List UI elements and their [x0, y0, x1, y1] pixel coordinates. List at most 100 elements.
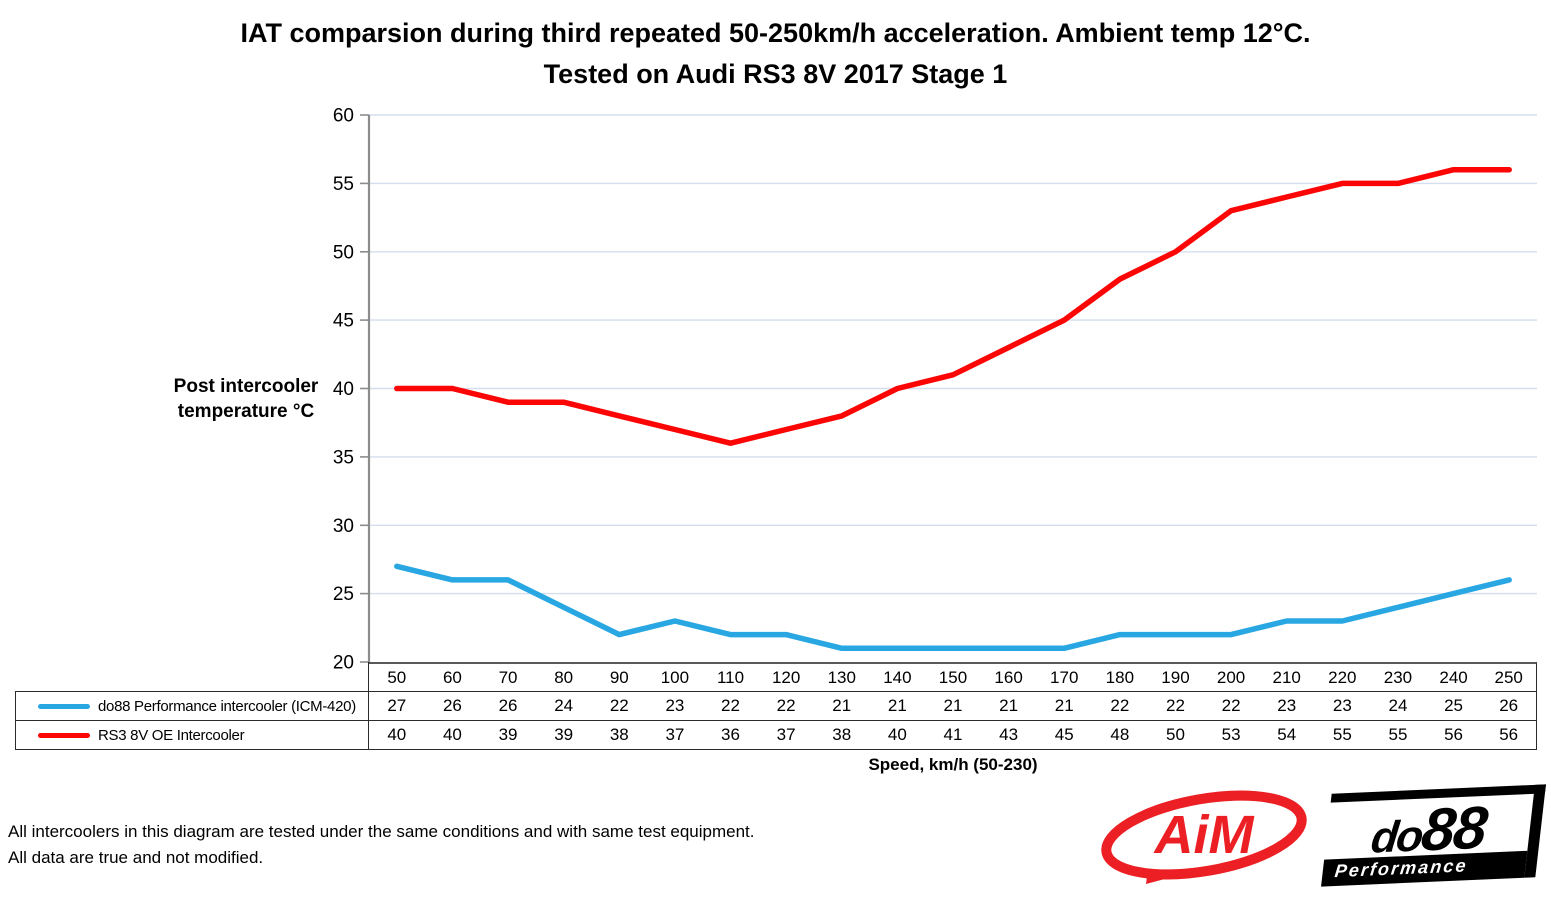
value-cell: 41: [925, 721, 981, 750]
do88-logo: do88 Performance: [1321, 784, 1546, 887]
value-cell: 40: [369, 721, 425, 750]
speed-header-cell-150: 150: [925, 662, 981, 692]
y-tick-label-30: 30: [333, 516, 354, 537]
y-tick-label-45: 45: [333, 311, 354, 332]
value-cell: 45: [1036, 721, 1093, 750]
value-cell: 43: [980, 721, 1037, 750]
value-cell: 23: [1258, 692, 1315, 721]
value-cell: 56: [1481, 721, 1537, 750]
table-series-row-do88: do88 Performance intercooler (ICM-420) 27…: [15, 692, 1537, 721]
aim-logo-ellipse: [1101, 790, 1307, 880]
speed-header-cell-240: 240: [1425, 662, 1482, 692]
value-cell: 53: [1203, 721, 1259, 750]
legend-label-do88: do88 Performance intercooler (ICM-420): [98, 697, 356, 715]
y-tick-label-55: 55: [333, 174, 354, 195]
speed-header-cell-60: 60: [424, 662, 481, 692]
speed-header-cell-230: 230: [1370, 662, 1426, 692]
disclaimer-line1: All intercoolers in this diagram are tes…: [8, 822, 755, 841]
table-corner-cell: [15, 662, 369, 692]
do88-logo-box: do88 Performance: [1321, 784, 1546, 887]
value-cell: 55: [1370, 721, 1426, 750]
value-cell: 23: [647, 692, 703, 721]
chart-title: IAT comparsion during third repeated 50-…: [0, 13, 1551, 95]
table-series-row-oe: RS3 8V OE Intercooler 40 40 39 39 38 37 36 37 38 4…: [15, 721, 1537, 750]
y-axis-title-line2: temperature °C: [177, 401, 315, 422]
speed-header-cell-180: 180: [1092, 662, 1148, 692]
value-cell: 23: [1314, 692, 1371, 721]
y-axis-title-line1: Post intercooler: [173, 376, 319, 397]
speed-header-cell-190: 190: [1147, 662, 1204, 692]
speed-header-cell-220: 220: [1314, 662, 1371, 692]
y-tick-label-60: 60: [333, 106, 354, 127]
legend-cell-do88: do88 Performance intercooler (ICM-420): [15, 692, 369, 721]
series-line-do88: [394, 563, 1512, 652]
value-cell: 22: [591, 692, 648, 721]
speed-header-cell-130: 130: [813, 662, 870, 692]
speed-header-cell-80: 80: [535, 662, 592, 692]
value-cell: 55: [1314, 721, 1371, 750]
speed-header-cell-250: 250: [1481, 662, 1537, 692]
table-header-row: 50 60 70 80 90 100 110 120 130 140 150 160 170 180 190…: [15, 662, 1537, 692]
aim-logo-graphic: AiM: [1101, 790, 1307, 884]
chart-title-line1: IAT comparsion during third repeated 50-…: [240, 18, 1311, 48]
value-cell: 48: [1092, 721, 1148, 750]
speed-header-cell-210: 210: [1258, 662, 1315, 692]
value-cell: 21: [813, 692, 870, 721]
legend-swatch-do88: [38, 703, 90, 709]
data-table: 50 60 70 80 90 100 110 120 130 140 150 160 170 180 190…: [15, 662, 1537, 750]
value-cell: 38: [591, 721, 648, 750]
value-cell: 24: [1370, 692, 1426, 721]
y-axis-title: Post intercooler temperature °C: [158, 374, 334, 424]
speed-header-cell-110: 110: [702, 662, 759, 692]
value-cell: 26: [424, 692, 481, 721]
chart-title-line2: Tested on Audi RS3 8V 2017 Stage 1: [543, 59, 1008, 89]
y-tick-label-40: 40: [333, 379, 354, 400]
value-cell: 37: [758, 721, 814, 750]
legend-cell-oe: RS3 8V OE Intercooler: [15, 721, 369, 750]
value-cell: 27: [369, 692, 425, 721]
aim-logo-text: AiM: [1153, 805, 1255, 865]
y-tick-label-25: 25: [333, 584, 354, 605]
value-cell: 26: [1481, 692, 1537, 721]
speed-header-cell-140: 140: [869, 662, 926, 692]
value-cell: 22: [1203, 692, 1259, 721]
plot-area: 20 25 30 35 40 45 50 55 60: [333, 106, 1537, 674]
value-cell: 26: [480, 692, 536, 721]
value-cell: 22: [1147, 692, 1204, 721]
value-cell: 39: [535, 721, 592, 750]
speed-header-cell-90: 90: [591, 662, 648, 692]
value-cell: 40: [869, 721, 926, 750]
speed-header-cell-100: 100: [647, 662, 703, 692]
disclaimer-line2: All data are true and not modified.: [8, 848, 264, 867]
value-cell: 36: [702, 721, 759, 750]
speed-header-cell-170: 170: [1036, 662, 1093, 692]
value-cell: 21: [1036, 692, 1093, 721]
value-cell: 21: [925, 692, 981, 721]
value-cell: 22: [758, 692, 814, 721]
value-cell: 22: [1092, 692, 1148, 721]
speed-header-cell-50: 50: [369, 662, 425, 692]
speed-header-cell-200: 200: [1203, 662, 1259, 692]
y-tick-label-50: 50: [333, 242, 354, 263]
y-tick-label-20: 20: [333, 653, 354, 674]
value-cell: 50: [1147, 721, 1204, 750]
value-cell: 24: [535, 692, 592, 721]
value-cell: 54: [1258, 721, 1315, 750]
value-cell: 22: [702, 692, 759, 721]
value-cell: 25: [1425, 692, 1482, 721]
x-axis-title: Speed, km/h (50-230): [868, 755, 1038, 774]
disclaimer-text: All intercoolers in this diagram are tes…: [8, 819, 755, 871]
value-cell: 37: [647, 721, 703, 750]
value-cell: 21: [980, 692, 1037, 721]
aim-logo-tail: [1146, 869, 1176, 884]
speed-header-cell-70: 70: [480, 662, 536, 692]
value-cell: 38: [813, 721, 870, 750]
value-cell: 40: [424, 721, 481, 750]
legend-swatch-oe: [38, 732, 90, 738]
legend-label-oe: RS3 8V OE Intercooler: [98, 726, 245, 744]
series-line-oe: [394, 166, 1512, 446]
value-cell: 56: [1425, 721, 1482, 750]
value-cell: 39: [480, 721, 536, 750]
value-cell: 21: [869, 692, 926, 721]
aim-logo: AiM: [1098, 789, 1310, 885]
